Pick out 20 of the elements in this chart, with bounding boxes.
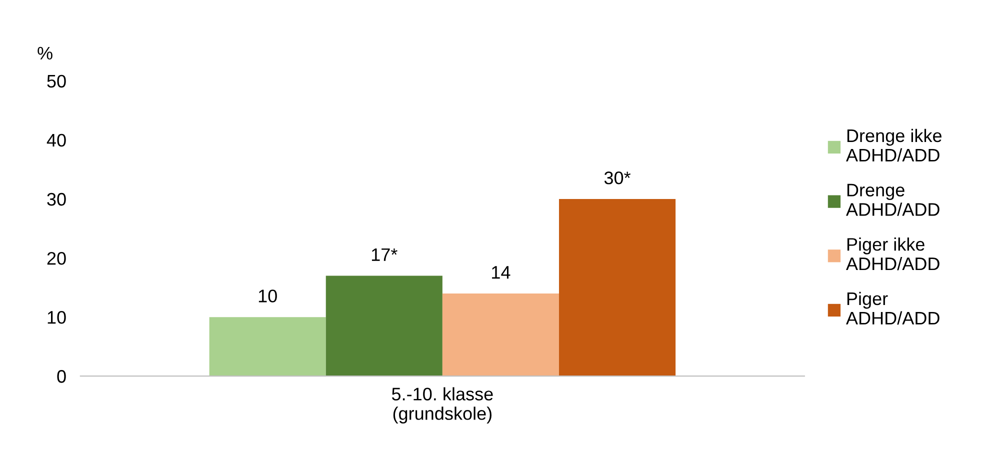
y-tick-label: 20	[47, 252, 66, 265]
data-label: 14	[492, 266, 510, 279]
y-tick-label: 10	[48, 311, 66, 324]
legend-label: Drenge ikke ADHD/ADD	[846, 128, 942, 162]
y-tick-label: 40	[46, 134, 66, 147]
data-label: 10	[258, 290, 277, 302]
y-tick-label: 30	[47, 192, 66, 206]
bar	[326, 276, 442, 376]
bar	[209, 317, 326, 376]
y-tick-label: 50	[47, 74, 66, 88]
x-tick-label: 5.-10. klasse (grundskole)	[392, 387, 493, 424]
legend-label: Piger ADHD/ADD	[846, 292, 940, 325]
y-axis-title: %	[38, 46, 52, 60]
bar	[442, 293, 559, 376]
legend-label: Drenge ADHD/ADD	[846, 184, 940, 216]
data-label: 17*	[372, 248, 398, 261]
bar	[558, 198, 676, 376]
y-tick-label: 0	[57, 370, 66, 383]
legend-label: Piger ikke ADHD/ADD	[846, 238, 940, 270]
data-label: 30*	[604, 172, 631, 184]
